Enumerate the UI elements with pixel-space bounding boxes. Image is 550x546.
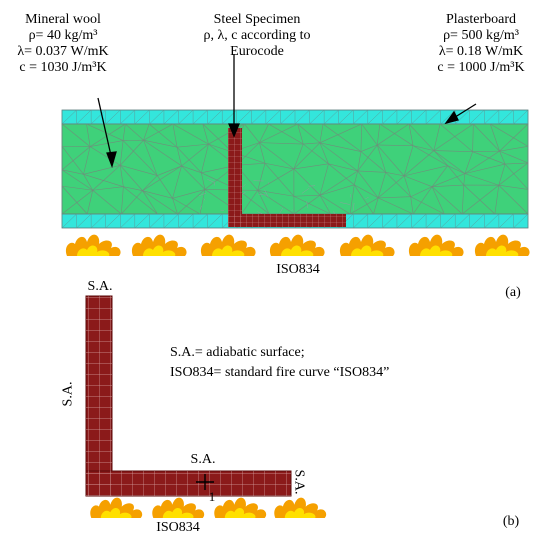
plasterboard-specific-heat: c = 1000 J/m³K	[437, 60, 525, 75]
flame	[131, 234, 187, 256]
flame	[90, 497, 143, 518]
steel-specimen-label: Steel Specimen ρ, λ, c according to Euro…	[172, 12, 342, 60]
flame	[214, 497, 267, 518]
plasterboard-density: ρ= 500 kg/m³	[443, 28, 519, 43]
sa-top-label: S.A.	[87, 279, 113, 294]
panel-b-section	[85, 295, 327, 518]
finite-element-mesh	[61, 109, 529, 229]
label-arrows	[97, 54, 477, 169]
fire-flames-b	[90, 497, 327, 518]
plasterboard-label: Plasterboard ρ= 500 kg/m³ λ= 0.18 W/mK c…	[420, 12, 542, 76]
steel-specimen-properties: ρ, λ, c according to	[203, 28, 311, 43]
plasterboard-title: Plasterboard	[446, 12, 516, 27]
sa-right-label: S.A.	[291, 469, 307, 495]
mineral-wool-density: ρ= 40 kg/m³	[28, 28, 98, 43]
steel-specimen-title: Steel Specimen	[213, 12, 301, 27]
flame	[339, 234, 395, 256]
legend-line-adiabatic: S.A.= adiabatic surface;	[170, 345, 305, 360]
steel-specimen-standard: Eurocode	[230, 44, 284, 59]
flame	[269, 234, 325, 256]
legend-line-iso834: ISO834= standard fire curve “ISO834”	[170, 365, 390, 380]
panel-label-a: (a)	[505, 285, 521, 300]
mineral-wool-title: Mineral wool	[25, 12, 101, 27]
mineral-wool-arrow	[97, 97, 113, 161]
fire-flames-a	[65, 234, 530, 256]
mineral-wool-specific-heat: c = 1030 J/m³K	[19, 60, 107, 75]
mineral-wool-label: Mineral wool ρ= 40 kg/m³ λ= 0.037 W/mK c…	[4, 12, 122, 76]
flame	[474, 234, 530, 256]
flame	[152, 497, 205, 518]
point-1-marker	[196, 474, 214, 490]
steel-specimen-section	[228, 128, 346, 227]
mineral-wool-conductivity: λ= 0.037 W/mK	[17, 44, 109, 59]
panel-a-section	[61, 54, 530, 256]
legend-text: S.A.= adiabatic surface; ISO834= standar…	[170, 343, 389, 383]
panel-label-b: (b)	[502, 514, 520, 529]
sa-left-label: S.A.	[60, 381, 76, 407]
point-1-label: 1	[208, 489, 216, 504]
flame	[274, 497, 327, 518]
flame	[408, 234, 464, 256]
plasterboard-conductivity: λ= 0.18 W/mK	[438, 44, 524, 59]
fire-label-a: ISO834	[276, 262, 320, 277]
flame	[200, 234, 256, 256]
fire-label-b: ISO834	[156, 520, 200, 535]
sa-bottom-label: S.A.	[190, 452, 216, 467]
flame	[65, 234, 121, 256]
